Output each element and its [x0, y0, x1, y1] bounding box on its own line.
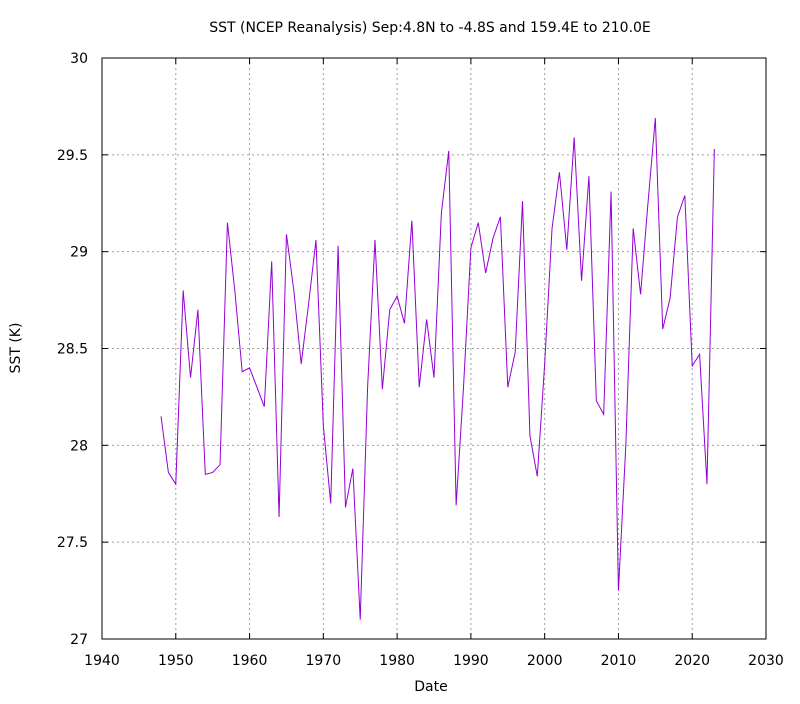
- y-axis-label: SST (K): [8, 323, 24, 374]
- series-line: [161, 118, 714, 620]
- x-tick-label: 1980: [379, 653, 415, 669]
- x-tick-label: 2030: [748, 653, 784, 669]
- y-tick-label: 28: [70, 438, 88, 454]
- y-tick-label: 27: [70, 632, 88, 648]
- x-tick-label: 1940: [84, 653, 120, 669]
- x-tick-label: 2020: [674, 653, 710, 669]
- x-tick-label: 1970: [306, 653, 342, 669]
- y-tick-labels: 27 27.5 28 28.5 29 29.5 30: [57, 51, 88, 648]
- x-axis-label: Date: [414, 679, 447, 695]
- x-tick-label: 1990: [453, 653, 489, 669]
- x-tick-label: 1950: [158, 653, 194, 669]
- y-tick-label: 28.5: [57, 342, 88, 358]
- y-tick-label: 27.5: [57, 535, 88, 551]
- x-tick-label: 2000: [527, 653, 563, 669]
- x-tick-label: 2010: [601, 653, 637, 669]
- y-tick-label: 29: [70, 245, 88, 261]
- x-tick-labels: 1940 1950 1960 1970 1980 1990 2000 2010 2020 2030: [84, 653, 784, 669]
- y-tick-label: 30: [70, 51, 88, 67]
- plot-frame: [102, 58, 766, 639]
- series-layer: [161, 118, 714, 620]
- axis-ticks: [102, 58, 766, 639]
- chart-title: SST (NCEP Reanalysis) Sep:4.8N to -4.8S …: [209, 20, 651, 36]
- x-tick-label: 1960: [232, 653, 268, 669]
- grid-lines: [102, 58, 766, 639]
- y-tick-label: 29.5: [57, 148, 88, 164]
